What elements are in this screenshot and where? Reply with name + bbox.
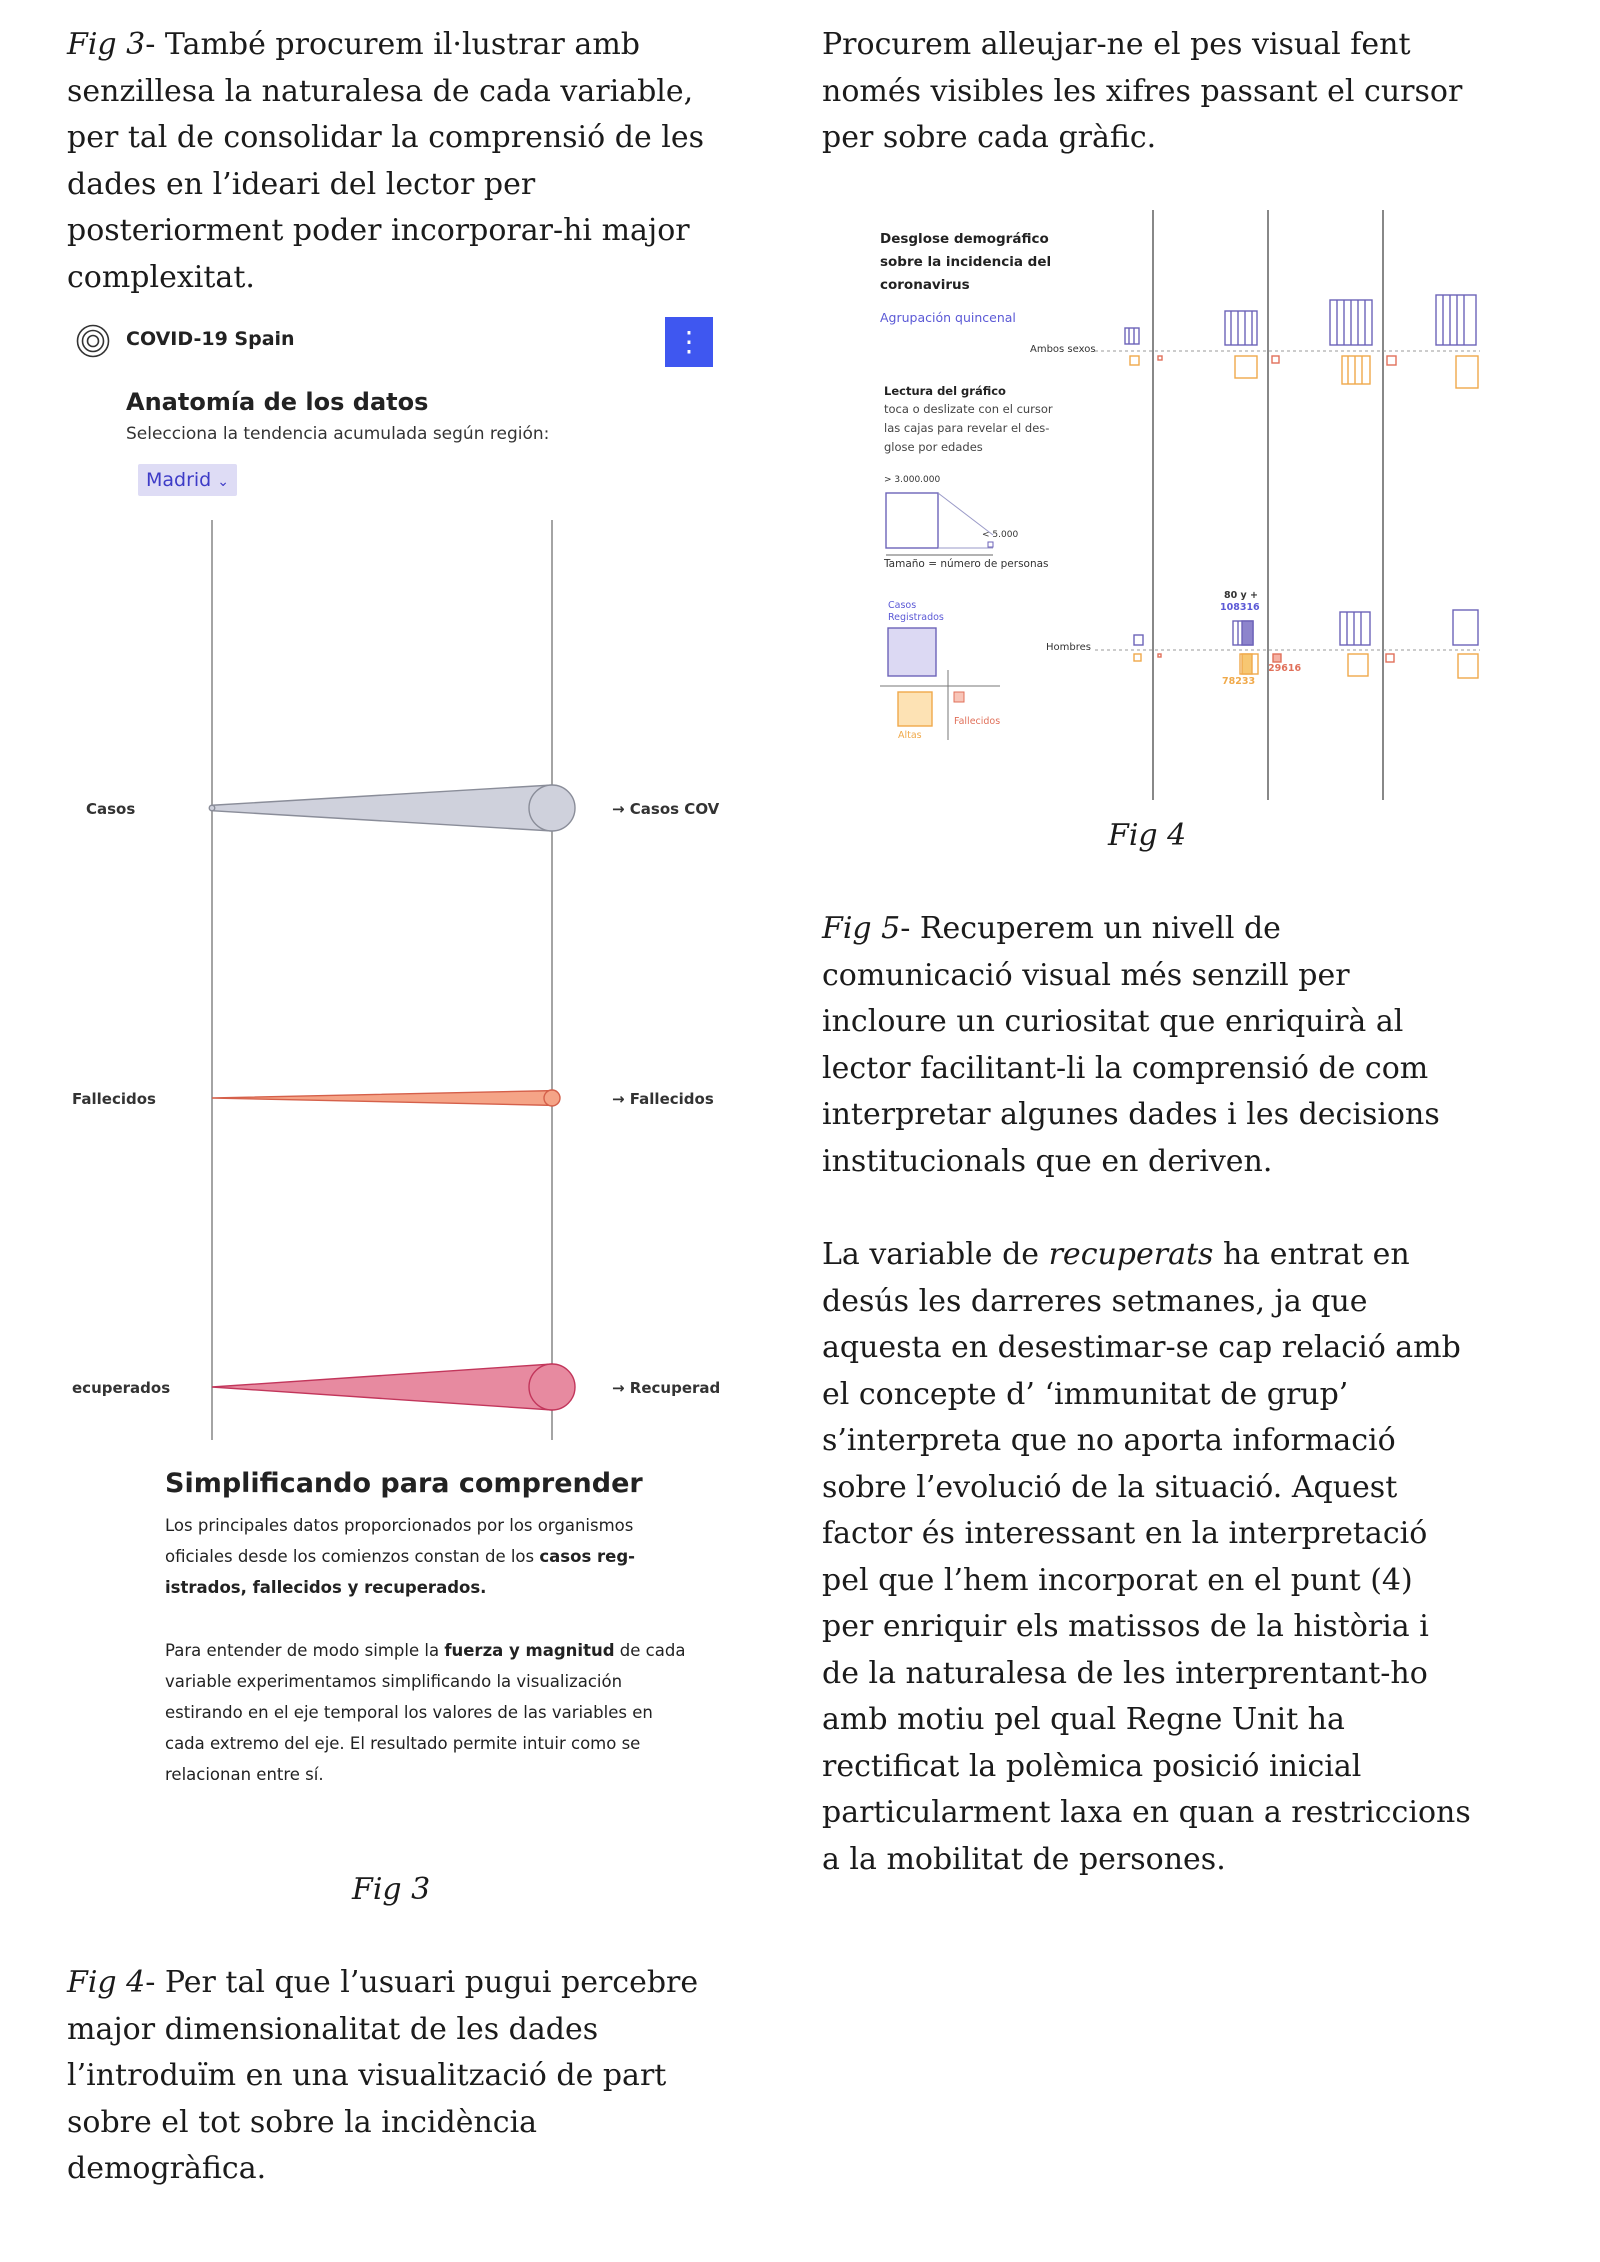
hover-recovered-value: 78233 xyxy=(1222,676,1256,687)
block-title: Simplificando para comprender xyxy=(165,1468,643,1499)
row-end-label-casos: → Casos COV xyxy=(612,800,720,818)
row-label-recuperados: ecuperados xyxy=(72,1379,171,1397)
fig4-description-paragraph: Fig 4- Per tal que l’usuari pugui perceb… xyxy=(67,1965,699,2186)
fig4-graphic xyxy=(880,210,1480,800)
recuperats-paragraph: La variable de recuperats ha entrat en d… xyxy=(822,1237,1471,1877)
variable-term: recuperats xyxy=(1048,1237,1214,1272)
fig4-caption: Fig 4 xyxy=(1108,818,1187,853)
fig4-title: Desglose demográfico sobre la incidencia… xyxy=(880,231,1052,293)
app-name: COVID-19 Spain xyxy=(126,328,295,350)
reading-title: Lectura del gráfico xyxy=(884,384,1006,398)
block-paragraph-2: Para entender de modo simple la fuerza y… xyxy=(165,1641,686,1784)
fig4-demographic-chart: Desglose demográfico sobre la incidencia… xyxy=(870,210,1480,810)
row-label-hombres: Hombres xyxy=(1046,642,1091,653)
fig-ref: Fig 3 xyxy=(67,27,146,62)
fig5-paragraph: Fig 5- Recuperem un nivell de comunicaci… xyxy=(822,911,1440,1179)
end-circle-casos xyxy=(528,784,576,832)
hover-deaths-value: 29616 xyxy=(1268,663,1302,674)
hover-age-label: 80 y + xyxy=(1224,590,1258,601)
legend-recovered-label: Altas xyxy=(898,730,922,741)
more-menu-button[interactable]: ⋮ xyxy=(665,317,713,367)
fig-ref: Fig 5 xyxy=(822,911,901,946)
region-select[interactable]: Madrid ⌄ xyxy=(138,464,238,496)
fig3-intro-paragraph: Fig 3- També procurem il·lustrar amb sen… xyxy=(67,27,704,295)
right-intro-paragraph: Procurem alleujar-ne el pes visual fent … xyxy=(822,27,1463,155)
taper-bar-casos xyxy=(211,784,553,832)
taper-bar-fallecidos xyxy=(211,1089,553,1107)
legend-min-label: < 5.000 xyxy=(982,530,1019,540)
legend-deaths-label: Fallecidos xyxy=(954,716,1001,727)
target-logo-icon xyxy=(76,324,110,358)
legend-registered-label: Casos Registrados xyxy=(888,600,944,623)
hombres-boxes[interactable] xyxy=(1133,609,1479,679)
anatomy-chart xyxy=(208,520,576,1440)
fig4-grouping-label: Agrupación quincenal xyxy=(880,310,1016,325)
region-value: Madrid xyxy=(146,469,212,491)
fig-ref: Fig 4 xyxy=(67,1965,146,2000)
reading-instructions: toca o deslizate con el cursor las cajas… xyxy=(884,402,1053,454)
section-subtitle: Selecciona la tendencia acumulada según … xyxy=(126,424,550,444)
block-paragraph-1: Los principales datos proporcionados por… xyxy=(165,1516,635,1597)
taper-bar-recuperados xyxy=(211,1363,553,1411)
end-circle-fallecidos xyxy=(543,1089,561,1107)
row-end-label-recuperados: → Recuperad xyxy=(612,1379,721,1397)
size-legend xyxy=(885,492,994,556)
row-label-casos: Casos xyxy=(86,800,136,818)
fig3-caption: Fig 3 xyxy=(352,1872,431,1907)
row-label-fallecidos: Fallecidos xyxy=(72,1090,156,1108)
end-circle-recuperados xyxy=(528,1363,576,1411)
type-legend xyxy=(880,627,1000,740)
ambos-sexos-boxes[interactable] xyxy=(1124,294,1479,389)
row-end-label-fallecidos: → Fallecidos xyxy=(612,1090,714,1108)
hover-cases-value: 108316 xyxy=(1220,602,1260,613)
legend-size-label: Tamaño = número de personas xyxy=(884,558,1049,570)
row-label-ambos-sexos: Ambos sexos xyxy=(1030,344,1096,355)
legend-max-label: > 3.000.000 xyxy=(884,475,941,485)
fig3-screenshot: COVID-19 Spain ⋮ Anatomía de los datos S… xyxy=(62,300,722,1800)
start-circle-casos xyxy=(208,804,216,812)
chevron-down-icon: ⌄ xyxy=(217,474,230,490)
section-title: Anatomía de los datos xyxy=(126,388,429,416)
app-header: COVID-19 Spain ⋮ xyxy=(62,300,722,384)
